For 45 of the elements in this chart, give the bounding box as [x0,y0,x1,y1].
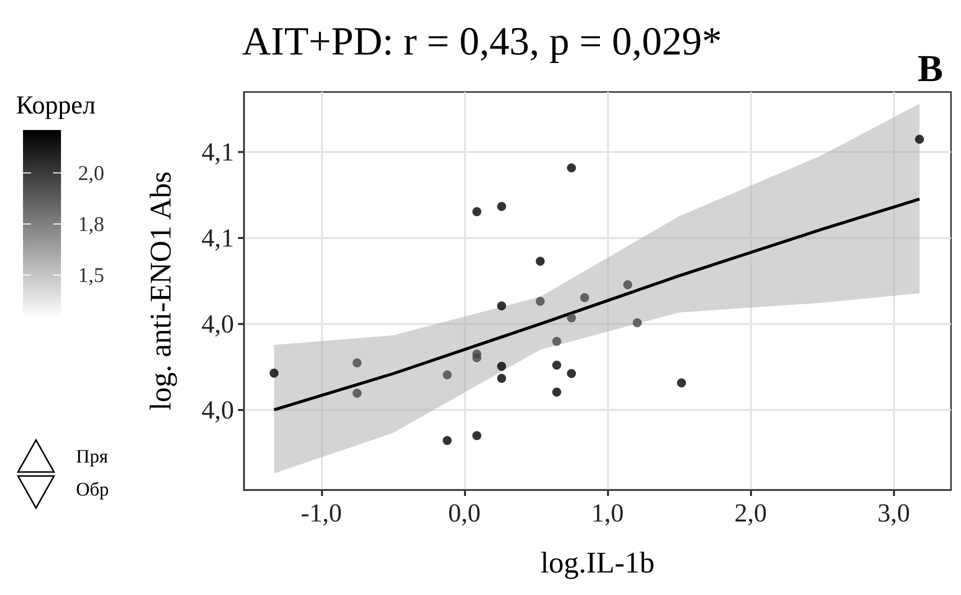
point [566,368,576,378]
point [497,362,506,371]
point [536,256,545,266]
color-bar-label: 1,8 [78,212,104,236]
color-bar-title: Коррел [16,90,96,120]
y-tick-label: 4,1 [202,138,234,167]
point [552,388,562,397]
point [472,207,482,216]
point [536,296,545,306]
point [442,436,452,445]
y-tick-label: 4,0 [202,309,234,338]
point [352,388,362,398]
point [623,280,632,290]
point [566,163,576,172]
point [497,202,506,212]
chart-title: AIT+PD: r = 0,43, p = 0,029* [242,18,722,64]
point [552,336,562,346]
point [270,368,279,378]
point [497,374,506,383]
x-tick-label: 0,0 [448,498,481,528]
y-tick-label: 4,1 [202,224,234,253]
y-axis-title: log. anti-ENO1 Abs [144,171,178,411]
point [632,318,642,328]
point [442,370,452,380]
text: Пря [76,446,108,468]
x-axis-title: log.IL-1b [540,546,655,580]
point [472,353,482,362]
text: B [918,48,944,90]
point [472,431,482,440]
point [580,293,590,302]
point [915,134,924,144]
x-tick-label: 2,0 [734,498,767,528]
x-tick-label: 1,0 [591,498,624,528]
point [497,301,506,310]
x-tick-label: 3,0 [878,498,910,528]
point [352,358,362,368]
x-tick-label: -1,0 [300,498,342,528]
color-bar-label: 1,5 [78,263,104,288]
color-bar-label: 2,0 [78,160,104,185]
point [677,378,686,388]
y-tick-label: 4,0 [202,395,234,424]
point [552,360,562,370]
text: Обр [76,480,109,500]
point [566,313,576,322]
line-series [272,198,922,412]
